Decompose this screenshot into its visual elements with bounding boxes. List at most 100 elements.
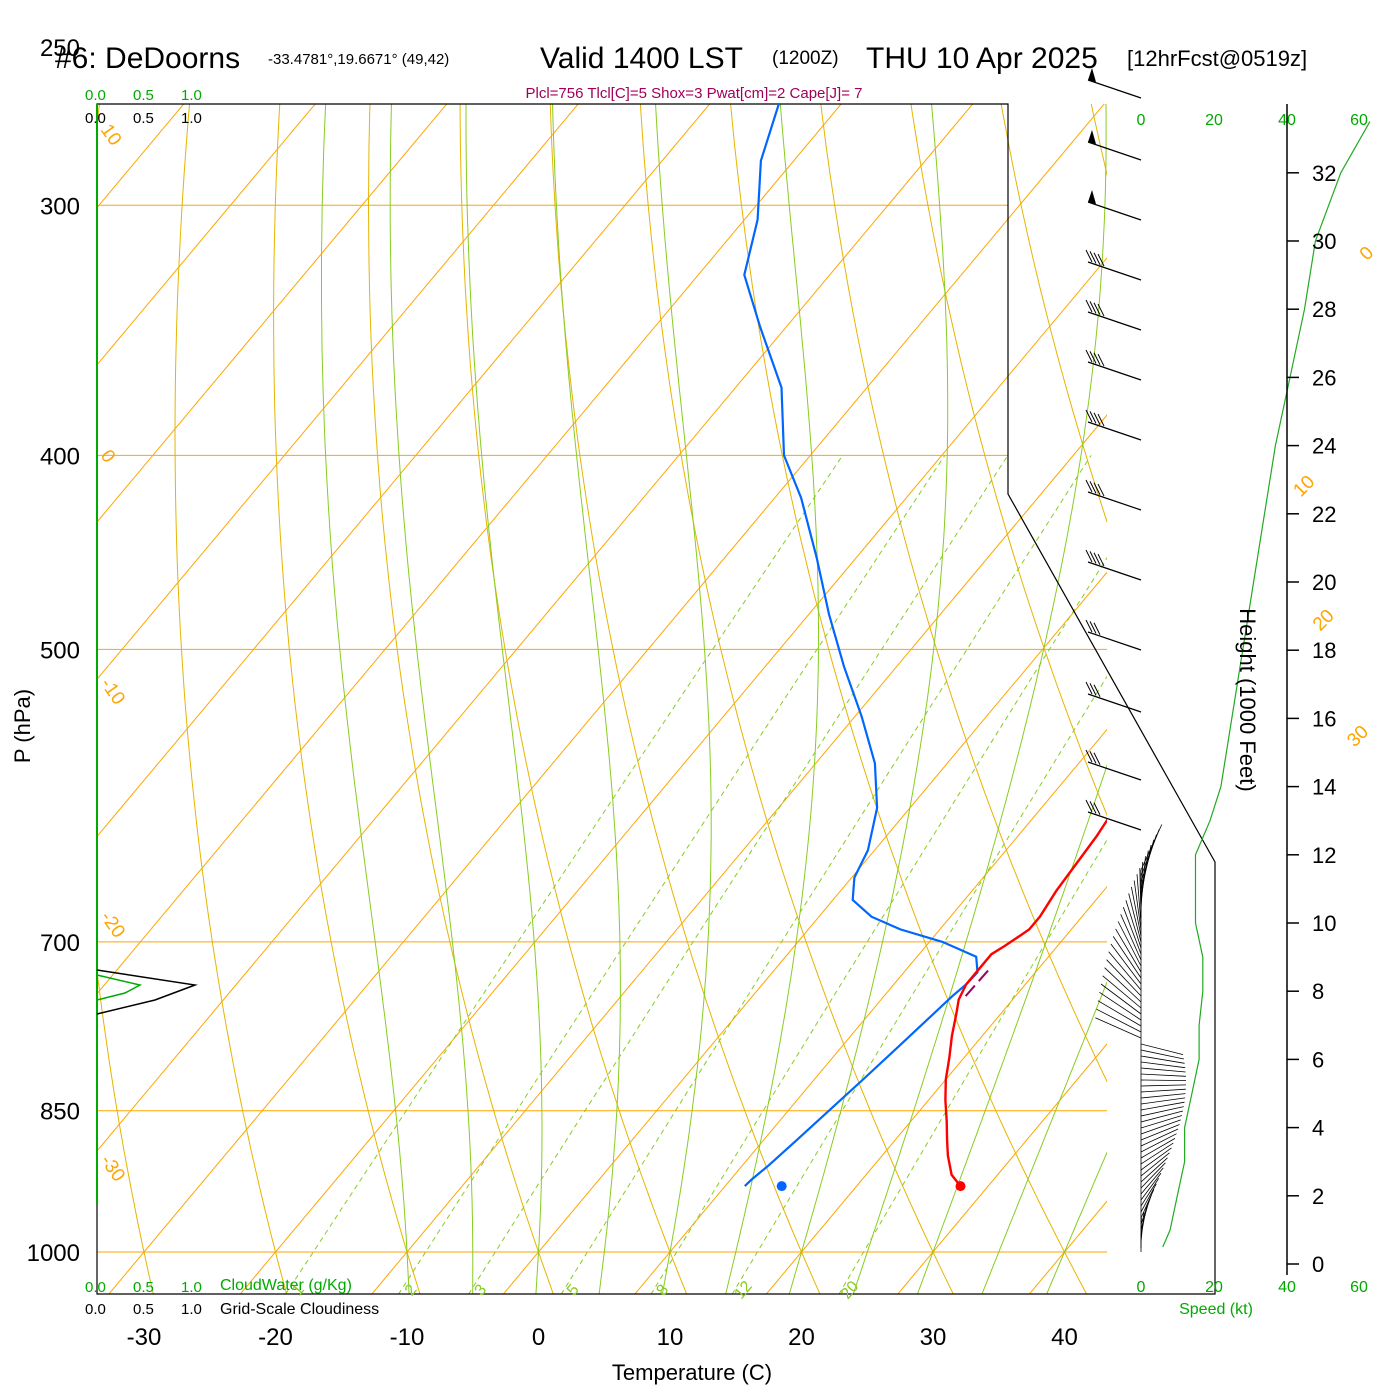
isotherm-label: 30 bbox=[1343, 722, 1373, 752]
wind-barb-feather bbox=[1093, 802, 1101, 815]
temperature-label--30: -30 bbox=[127, 1324, 162, 1351]
dry-adiabat bbox=[549, 104, 821, 1294]
mixing-ratio-label-12: 12 bbox=[731, 1278, 756, 1303]
moist-adiabat bbox=[981, 980, 1107, 1294]
wind-barb-staff-low bbox=[1095, 1017, 1142, 1039]
valid-date: THU 10 Apr 2025 bbox=[866, 42, 1098, 75]
wind-barb-staff-low bbox=[1140, 1119, 1181, 1135]
wind-barb-staff bbox=[1087, 201, 1142, 221]
isotherm-20 bbox=[765, 885, 1107, 1294]
cloudiness-label: Grid-Scale Cloudiness bbox=[220, 1301, 379, 1318]
wind-barb-feather bbox=[1093, 482, 1101, 495]
mixing-ratio-line-20 bbox=[838, 838, 1107, 1294]
wind-barb-feather bbox=[1085, 619, 1093, 633]
wind-barb-feather bbox=[1089, 683, 1097, 696]
wind-barb-staff-low bbox=[1117, 921, 1142, 967]
moist-adiabat bbox=[389, 104, 474, 1294]
dry-adiabat bbox=[910, 104, 1107, 817]
wind-barb-flag bbox=[1088, 130, 1096, 144]
wind-speed-line bbox=[1162, 121, 1371, 1248]
wind-barb-feather bbox=[1093, 302, 1101, 315]
wind-barb-staff-low bbox=[1140, 1133, 1177, 1153]
mixing-ratio-label-20: 20 bbox=[838, 1278, 863, 1303]
wind-barb-staff-low bbox=[1140, 1093, 1186, 1099]
speed-axis-label: Speed (kt) bbox=[1179, 1301, 1253, 1318]
wind-barb-feather bbox=[1085, 409, 1093, 423]
wind-barb-staff bbox=[1087, 811, 1142, 831]
wind-barb-staff-low bbox=[1133, 880, 1142, 931]
cloud-tick-top-green-1: 0.5 bbox=[133, 87, 154, 104]
dry-adiabat bbox=[0, 47, 20, 1295]
valid-time: Valid 1400 LST bbox=[540, 42, 743, 75]
station-title: #6: DeDoorns bbox=[55, 42, 240, 75]
wind-barb-staff-low bbox=[1140, 1106, 1184, 1117]
wind-barb-staff-low bbox=[1140, 1157, 1168, 1183]
wind-barb-feather bbox=[1093, 412, 1101, 425]
wind-barb-staff-low bbox=[1115, 928, 1142, 973]
cloudwater-wedge bbox=[96, 974, 143, 1001]
wind-barb-staff-low bbox=[1120, 914, 1142, 961]
pressure-label-1000: 1000 bbox=[27, 1240, 80, 1267]
wind-barb-staff bbox=[1087, 561, 1142, 581]
wind-barb-staff-low bbox=[1140, 1061, 1186, 1069]
cloud-tick-bottom-green-1: 0.5 bbox=[133, 1279, 154, 1296]
wind-barb-staff bbox=[1087, 631, 1142, 651]
wind-barb-feather bbox=[1093, 352, 1101, 365]
y-axis-label: P (hPa) bbox=[10, 689, 35, 763]
temperature-label--20: -20 bbox=[258, 1324, 293, 1351]
wind-barb-staff-low bbox=[1140, 1124, 1180, 1141]
height-label-32: 32 bbox=[1312, 161, 1336, 186]
wind-barb-staff-low bbox=[1140, 1115, 1183, 1129]
wind-barb-staff-low bbox=[1100, 983, 1142, 1015]
wind-barb-staff-low bbox=[1099, 991, 1142, 1021]
isotherm--20 bbox=[239, 257, 1107, 1294]
wind-barb-staff-low bbox=[1140, 1142, 1174, 1165]
height-label-30: 30 bbox=[1312, 229, 1336, 254]
dry-adiabat bbox=[639, 104, 954, 1294]
isotherm-10 bbox=[634, 728, 1107, 1294]
cloud-tick-bottom-black-1: 0.5 bbox=[133, 1301, 154, 1318]
moist-adiabat bbox=[852, 104, 1107, 1294]
dry-adiabat bbox=[367, 104, 554, 1294]
pressure-label-500: 500 bbox=[40, 637, 80, 664]
wind-barb-staff bbox=[1087, 361, 1142, 381]
zulu-time: (1200Z) bbox=[772, 48, 839, 69]
wind-barb-staff bbox=[1087, 491, 1142, 511]
height-label-0: 0 bbox=[1312, 1252, 1324, 1277]
wind-barb-staff-low bbox=[1140, 1101, 1185, 1111]
cloud-tick-top-green-2: 1.0 bbox=[181, 87, 202, 104]
dry-adiabat bbox=[730, 104, 1088, 1294]
wind-barb-staff-low bbox=[1102, 975, 1142, 1009]
moist-adiabat bbox=[1046, 1151, 1107, 1294]
wind-barb-feather bbox=[1085, 349, 1093, 363]
station-coords: -33.4781°,19.6671° (49,42) bbox=[268, 51, 449, 68]
isotherm--90 bbox=[97, 104, 316, 366]
wind-barb-staff-low bbox=[1140, 1084, 1187, 1087]
isotherm-label: 20 bbox=[1309, 606, 1339, 636]
wind-barb-staff bbox=[1087, 261, 1142, 281]
cloudwater-label: CloudWater (g/Kg) bbox=[220, 1277, 352, 1294]
wind-barb-feather bbox=[1093, 684, 1101, 697]
height-label-18: 18 bbox=[1312, 638, 1336, 663]
dry-adiabat bbox=[174, 104, 288, 1294]
wind-barb-staff bbox=[1087, 761, 1142, 781]
temperature-label-10: 10 bbox=[657, 1324, 684, 1351]
pressure-label-850: 850 bbox=[40, 1099, 80, 1126]
moist-adiabat bbox=[465, 104, 543, 1294]
x-axis-label: Temperature (C) bbox=[612, 1360, 772, 1385]
height-label-6: 6 bbox=[1312, 1047, 1324, 1072]
forecast-info: [12hrFcst@0519z] bbox=[1127, 46, 1307, 71]
dry-adiabat bbox=[97, 104, 154, 1294]
wind-barb-feather bbox=[1097, 413, 1105, 427]
height-label-28: 28 bbox=[1312, 297, 1336, 322]
mixing-ratio-label-5: 5 bbox=[564, 1281, 583, 1299]
mixing-ratio-line-5 bbox=[560, 455, 1092, 1294]
wind-barb-feather bbox=[1085, 549, 1093, 563]
wind-barb-feather bbox=[1097, 303, 1105, 317]
wind-barb-staff-low bbox=[1140, 1162, 1166, 1189]
wind-barb-staff-low bbox=[1140, 1079, 1187, 1081]
mixing-ratio-label-8: 8 bbox=[653, 1281, 672, 1299]
temperature-label--10: -10 bbox=[390, 1324, 425, 1351]
